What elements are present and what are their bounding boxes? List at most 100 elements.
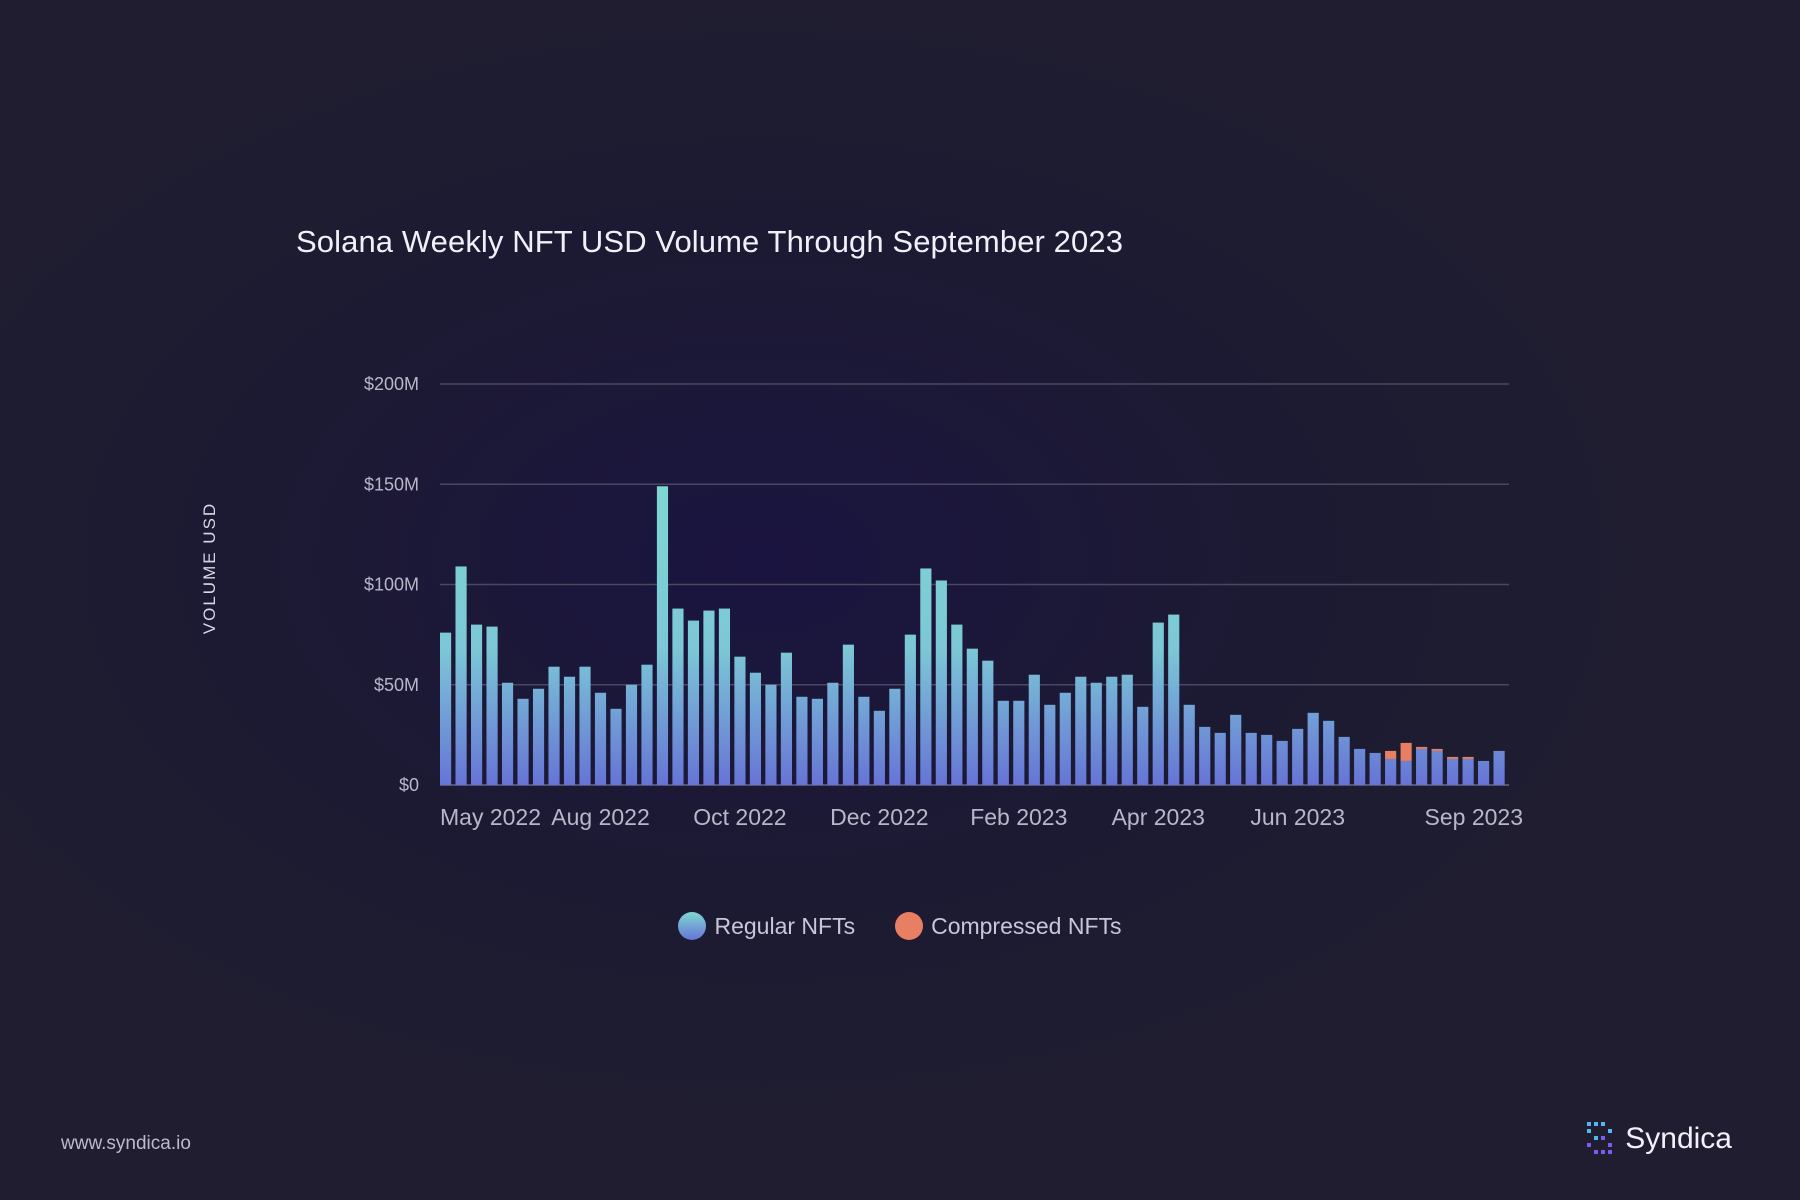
bar-regular [1183,704,1195,785]
legend-swatch-compressed [895,912,924,940]
brand-name: Syndica [1625,1122,1732,1155]
footer-url[interactable]: www.syndica.io [61,1133,191,1154]
legend-swatch-regular [678,912,707,940]
chart-title: Solana Weekly NFT USD Volume Through Sep… [296,224,1124,259]
bar-regular [1075,676,1087,785]
bar-regular [532,688,545,785]
bar-regular [625,684,638,785]
bar-regular [563,676,576,785]
bar-regular [858,696,870,785]
y-tick-label: $0 [399,775,419,795]
bar-regular [920,568,932,785]
bar-regular [966,648,978,785]
bar-regular [1385,758,1397,785]
bar-regular [982,660,994,785]
bar-compressed [1462,756,1474,759]
bar-regular [1400,760,1412,785]
y-tick-label: $200M [364,374,419,394]
bar-regular [1307,712,1319,785]
y-tick-label: $50M [374,675,419,695]
bar-regular [765,684,777,785]
bar-compressed [1400,742,1412,761]
bar-regular [1462,758,1474,785]
bar-regular [687,620,700,785]
bar-regular [796,696,808,785]
x-tick-label: Aug 2022 [551,804,649,830]
bar-regular [1028,674,1040,785]
bar-regular [935,580,947,785]
bar-regular [811,698,823,785]
bar-regular [1478,760,1490,785]
bar-regular [1323,720,1335,785]
bar-regular [1044,704,1056,785]
bar-regular [1493,750,1505,785]
bar-regular [440,632,452,785]
legend-item-compressed: Compressed NFTs [895,912,1122,940]
x-tick-label: Dec 2022 [830,804,928,830]
x-tick-label: Sep 2023 [1425,804,1523,830]
bar-compressed [1385,750,1397,759]
bar-regular [1013,700,1025,785]
syndica-logo-icon [1587,1122,1613,1154]
bar-regular [517,698,529,785]
brand-logo[interactable]: Syndica [1585,1120,1732,1158]
bar-regular [703,610,715,785]
axis-labels: $0 $50M $100M $150M $200M May 2022 Aug 2022 Oct… [364,374,1523,830]
bar-regular [1245,732,1257,785]
bar-regular [1152,622,1164,785]
legend-label-regular: Regular NFTs [714,912,856,939]
bar-compressed [1431,748,1443,751]
bar-regular [734,656,746,785]
bar-regular [1090,682,1102,785]
bar-regular [486,626,498,785]
bar-regular [641,664,653,785]
bar-regular [1199,726,1211,785]
bar-regular [827,682,839,785]
bar-regular [455,566,467,785]
bar-regular [470,624,483,785]
bar-regular [889,688,901,785]
bar-regular [1261,734,1273,785]
bar-regular [904,634,916,785]
x-tick-label: May 2022 [440,804,541,830]
bar-regular [1214,732,1226,785]
bar-regular [1447,758,1459,785]
legend-label-compressed: Compressed NFTs [931,912,1122,939]
bar-regular [548,666,560,785]
bar-regular [718,608,731,785]
bar-regular [842,644,854,785]
x-tick-label: Jun 2023 [1250,804,1345,830]
y-tick-label: $150M [364,474,419,494]
bar-regular [1338,736,1350,785]
bars [440,486,1505,785]
y-tick-label: $100M [364,575,419,595]
bar-regular [579,666,591,785]
bar-regular [1059,692,1071,785]
bar-regular [1369,752,1381,785]
bar-regular [1121,674,1133,785]
bar-regular [1416,748,1428,785]
bar-regular [1276,740,1288,785]
bar-regular [749,672,762,785]
bar-regular [1230,714,1242,785]
bar-regular [1431,750,1443,785]
bar-compressed [1416,746,1428,749]
legend: Regular NFTs Compressed NFTs [0,912,1800,940]
bar-regular [656,486,669,785]
bar-regular [1106,676,1118,785]
bar-regular [1292,728,1304,785]
x-tick-label: Feb 2023 [970,804,1067,830]
bar-compressed [1447,756,1459,759]
bar-regular [780,652,792,785]
bar-regular [951,624,963,785]
x-tick-label: Apr 2023 [1112,804,1205,830]
legend-item-regular: Regular NFTs [678,912,855,940]
bar-regular [873,710,885,785]
bar-regular [997,700,1009,785]
bar-regular [672,608,684,785]
bar-regular [594,692,607,785]
bar-regular [1137,706,1149,785]
bar-regular [501,682,514,785]
bar-regular [610,708,622,785]
